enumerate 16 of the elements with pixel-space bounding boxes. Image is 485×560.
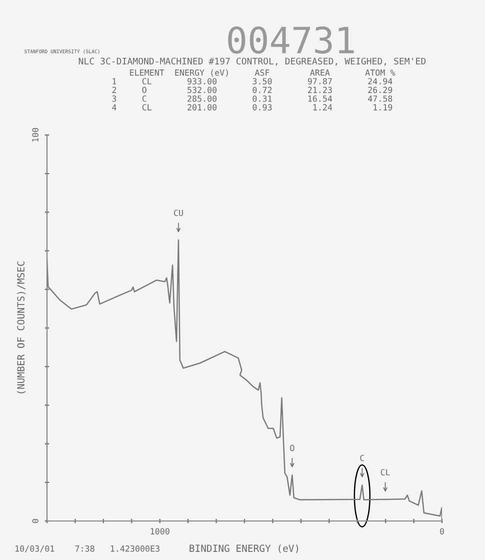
x-tick-label: 1000 <box>150 528 170 534</box>
text: 004731 <box>228 26 354 54</box>
y-tick-label: 100 <box>32 128 38 142</box>
annotation: CU <box>174 210 183 216</box>
text: 1 CL 933.00 3.50 97.87 24.94 <box>112 78 392 84</box>
annotation: O <box>290 444 294 452</box>
annotation: CL <box>380 469 390 476</box>
y-axis-title: (NUMBER OF COUNTS)/MSEC <box>16 261 26 394</box>
text: 4 CL 201.00 0.93 1.24 1.19 <box>112 104 392 110</box>
annotation: C <box>360 454 364 462</box>
text: ELEMENT ENERGY (eV) ASF AREA ATOM % <box>130 69 396 77</box>
x-axis-title: BINDING ENERGY (eV) <box>190 544 298 554</box>
text: 3 C 285.00 0.31 16.54 47.58 <box>112 95 392 102</box>
text: 10/03/01 7:38 1.423000E3 <box>16 545 160 552</box>
text: 2 O 532.00 0.72 21.23 26.29 <box>112 86 392 94</box>
chart-title: NLC 3C-DIAMOND-MACHINED #197 CONTROL, DEGREASED, WEIGHED, SEM'ED <box>78 58 426 66</box>
